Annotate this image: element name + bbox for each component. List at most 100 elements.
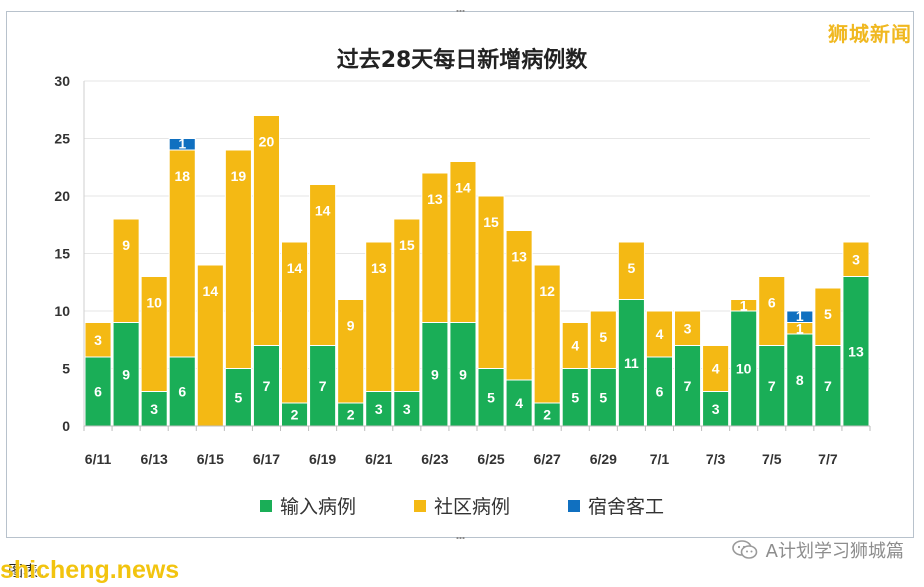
legend-label-dormitory: 宿舍客工 xyxy=(588,496,665,518)
data-label: 4 xyxy=(571,338,579,354)
bar-segment xyxy=(786,333,814,427)
bar-segment xyxy=(393,218,421,392)
bar-segment xyxy=(645,356,674,427)
data-label: 14 xyxy=(203,283,219,299)
data-label: 14 xyxy=(315,203,331,219)
data-label: 4 xyxy=(712,361,720,377)
x-tick-label: 6/19 xyxy=(309,451,336,467)
data-label: 9 xyxy=(347,318,355,334)
bar-segment xyxy=(674,310,702,346)
legend-swatch-imported xyxy=(259,499,272,512)
x-tick-label: 7/1 xyxy=(650,451,670,467)
data-label: 10 xyxy=(736,361,752,377)
bar-segment xyxy=(533,264,561,404)
data-label: 18 xyxy=(174,168,190,184)
data-label: 3 xyxy=(403,401,411,417)
account-name: A计划学习狮城篇 xyxy=(765,541,904,562)
bar-segment xyxy=(421,172,449,323)
bar-segment xyxy=(702,345,730,392)
legend-swatch-dormitory xyxy=(568,499,580,512)
data-label: 3 xyxy=(375,401,383,417)
data-label: 15 xyxy=(483,214,499,230)
bar-segment xyxy=(814,287,842,346)
y-tick-label: 0 xyxy=(62,418,70,434)
data-label: 8 xyxy=(796,372,804,388)
data-label: 2 xyxy=(347,407,355,423)
data-label: 2 xyxy=(291,407,299,423)
data-label: 7 xyxy=(319,378,327,394)
site-watermark: shicheng.news xyxy=(0,556,180,584)
y-tick-label: 25 xyxy=(54,131,70,147)
wechat-icon xyxy=(731,540,757,559)
bar-segment xyxy=(168,138,196,151)
data-label: 5 xyxy=(487,389,495,405)
x-tick-label: 6/15 xyxy=(197,451,224,467)
x-tick-label: 6/27 xyxy=(534,451,561,467)
data-label: 4 xyxy=(656,326,664,342)
bars xyxy=(84,115,870,427)
data-label: 5 xyxy=(824,306,832,322)
data-label: 5 xyxy=(234,389,242,405)
data-label: 11 xyxy=(624,355,639,371)
account-watermark: A计划学习狮城篇 xyxy=(731,537,904,563)
x-tick-label: 6/21 xyxy=(365,451,392,467)
data-label: 7 xyxy=(768,378,776,394)
resize-handle-top[interactable] xyxy=(456,9,465,13)
data-label: 6 xyxy=(94,384,102,400)
chart-title: 过去28天每日新增病例数 xyxy=(336,48,588,73)
y-tick-label: 10 xyxy=(54,303,70,319)
data-label: 13 xyxy=(511,249,527,265)
bar-segment xyxy=(224,368,252,427)
bar-segment xyxy=(561,368,589,427)
bar-segment xyxy=(505,230,533,381)
data-label: 9 xyxy=(459,366,467,382)
x-tick-label: 6/23 xyxy=(421,451,448,467)
bar-segment xyxy=(589,310,617,369)
data-label: 1 xyxy=(178,135,186,151)
x-tick-label: 7/7 xyxy=(818,451,838,467)
legend-swatch-community xyxy=(413,499,426,512)
bar-segment xyxy=(140,391,168,427)
x-tick-label: 6/29 xyxy=(590,451,617,467)
data-label: 5 xyxy=(599,329,607,345)
bar-segment xyxy=(589,368,617,427)
x-tick-label: 6/13 xyxy=(141,451,168,467)
data-label: 3 xyxy=(150,401,158,417)
bar-segment xyxy=(112,218,140,323)
x-tick-label: 6/17 xyxy=(253,451,280,467)
y-tick-label: 15 xyxy=(54,246,70,262)
data-label: 3 xyxy=(684,320,692,336)
data-label: 20 xyxy=(259,134,275,150)
resize-handle-bottom[interactable] xyxy=(456,536,465,540)
bar-segment xyxy=(421,322,449,427)
data-label: 7 xyxy=(263,378,271,394)
bar-segment xyxy=(505,379,533,427)
data-label: 3 xyxy=(94,332,102,348)
data-label: 1 xyxy=(740,297,748,313)
bar-segment xyxy=(309,184,337,346)
x-tick-label: 7/5 xyxy=(762,451,782,467)
bar-segment xyxy=(84,322,112,358)
bar-segment xyxy=(561,322,589,369)
bar-segment xyxy=(365,241,393,392)
data-label: 6 xyxy=(656,384,664,400)
data-label: 10 xyxy=(146,295,162,311)
bar-segment xyxy=(224,149,252,369)
data-label: 9 xyxy=(122,366,130,382)
bar-segment xyxy=(168,356,196,427)
bar-segment xyxy=(337,299,365,404)
y-tick-label: 30 xyxy=(54,73,70,89)
data-label: 5 xyxy=(627,260,635,276)
data-label: 7 xyxy=(684,378,692,394)
bar-segment xyxy=(140,276,168,392)
y-tick-label: 20 xyxy=(54,188,70,204)
x-tick-label: 6/11 xyxy=(85,451,112,467)
bar-segment xyxy=(617,241,645,300)
data-label: 6 xyxy=(768,295,776,311)
data-label: 1 xyxy=(796,308,804,324)
data-label: 3 xyxy=(712,401,720,417)
data-label: 15 xyxy=(399,237,415,253)
bar-segment xyxy=(730,299,758,312)
bar-segment xyxy=(758,276,786,346)
